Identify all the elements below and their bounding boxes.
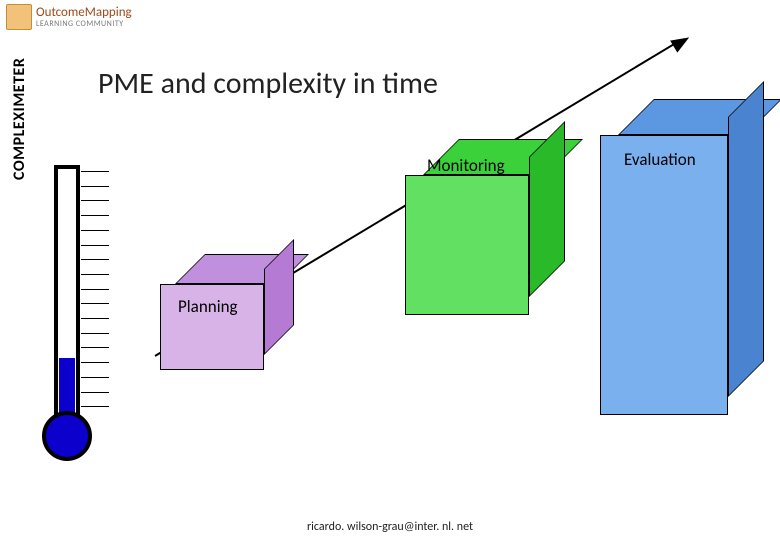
logo-word1: Outcome xyxy=(36,5,85,20)
thermo-tick xyxy=(81,230,109,231)
evaluation-label: Evaluation xyxy=(624,149,696,170)
arrow-head-icon xyxy=(670,31,693,52)
footer-credit: ricardo. wilson-grau@inter. nl. net xyxy=(0,520,780,534)
monitoring-label: Monitoring xyxy=(427,155,505,176)
thermo-tick xyxy=(81,377,109,378)
thermo-tick xyxy=(81,333,109,334)
thermo-tick xyxy=(81,289,109,290)
complexity-thermometer xyxy=(46,165,86,465)
logo-subtitle: LEARNING COMMUNITY xyxy=(36,19,132,29)
brand-logo: OutcomeMapping LEARNING COMMUNITY xyxy=(6,4,132,30)
thermo-tick xyxy=(81,392,109,393)
thermo-tick xyxy=(81,186,109,187)
thermo-bulb xyxy=(42,411,92,461)
logo-icon xyxy=(6,4,32,30)
slide-stage: OutcomeMapping LEARNING COMMUNITY PME an… xyxy=(0,0,780,540)
thermo-tick xyxy=(81,406,109,407)
complexity-axis-label: COMPLEXIMETER xyxy=(10,58,29,180)
thermo-fill xyxy=(59,358,75,413)
thermo-tick xyxy=(81,362,109,363)
thermo-tick xyxy=(81,318,109,319)
monitoring-box: Monitoring xyxy=(405,175,565,351)
evaluation-box: Evaluation xyxy=(600,135,764,451)
thermo-tick xyxy=(81,171,109,172)
thermo-tick xyxy=(81,259,109,260)
thermo-tick xyxy=(81,347,109,348)
thermo-tick xyxy=(81,274,109,275)
logo-word2: Mapping xyxy=(85,5,132,20)
thermo-tick xyxy=(81,215,109,216)
logo-text: OutcomeMapping LEARNING COMMUNITY xyxy=(36,6,132,29)
planning-box: Planning xyxy=(160,284,294,400)
planning-label: Planning xyxy=(178,296,238,317)
slide-title: PME and complexity in time xyxy=(98,65,438,102)
thermo-tick xyxy=(81,303,109,304)
thermo-tick xyxy=(81,200,109,201)
thermo-tick xyxy=(81,245,109,246)
